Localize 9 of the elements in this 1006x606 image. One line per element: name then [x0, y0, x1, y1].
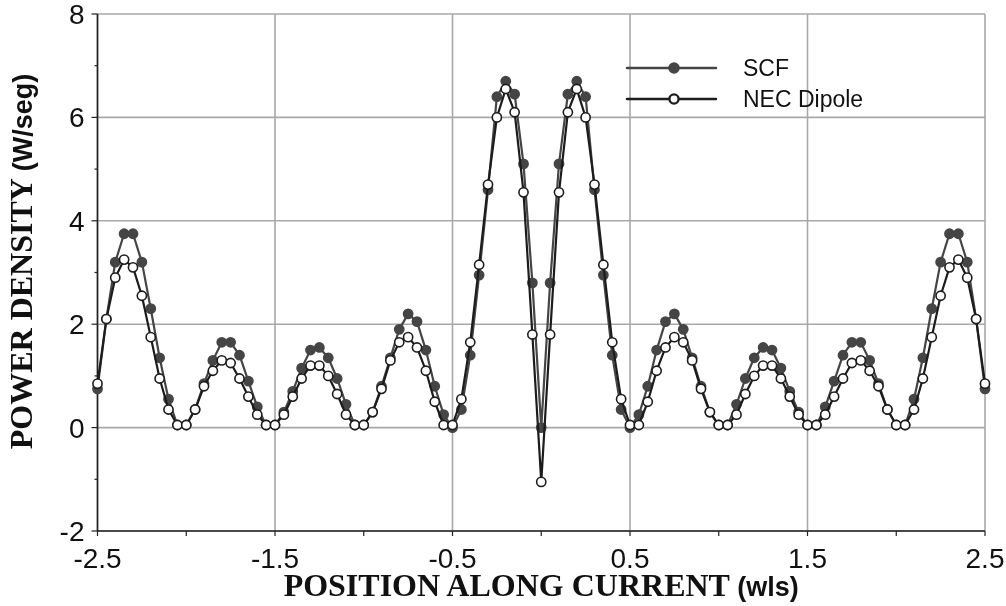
- y-tick-label: 0: [68, 412, 85, 444]
- x-tick-label: 2.5: [965, 543, 1005, 574]
- legend-label: NEC Dipole: [743, 86, 864, 113]
- y-tick-label: 2: [68, 309, 85, 341]
- y-tick-label: 4: [68, 205, 85, 237]
- y-tick-label: 6: [68, 102, 85, 134]
- legend-label: SCF: [743, 55, 789, 82]
- y-tick-label: 8: [68, 0, 85, 31]
- y-axis-title: POWER DENSITY (W/seg): [3, 73, 39, 450]
